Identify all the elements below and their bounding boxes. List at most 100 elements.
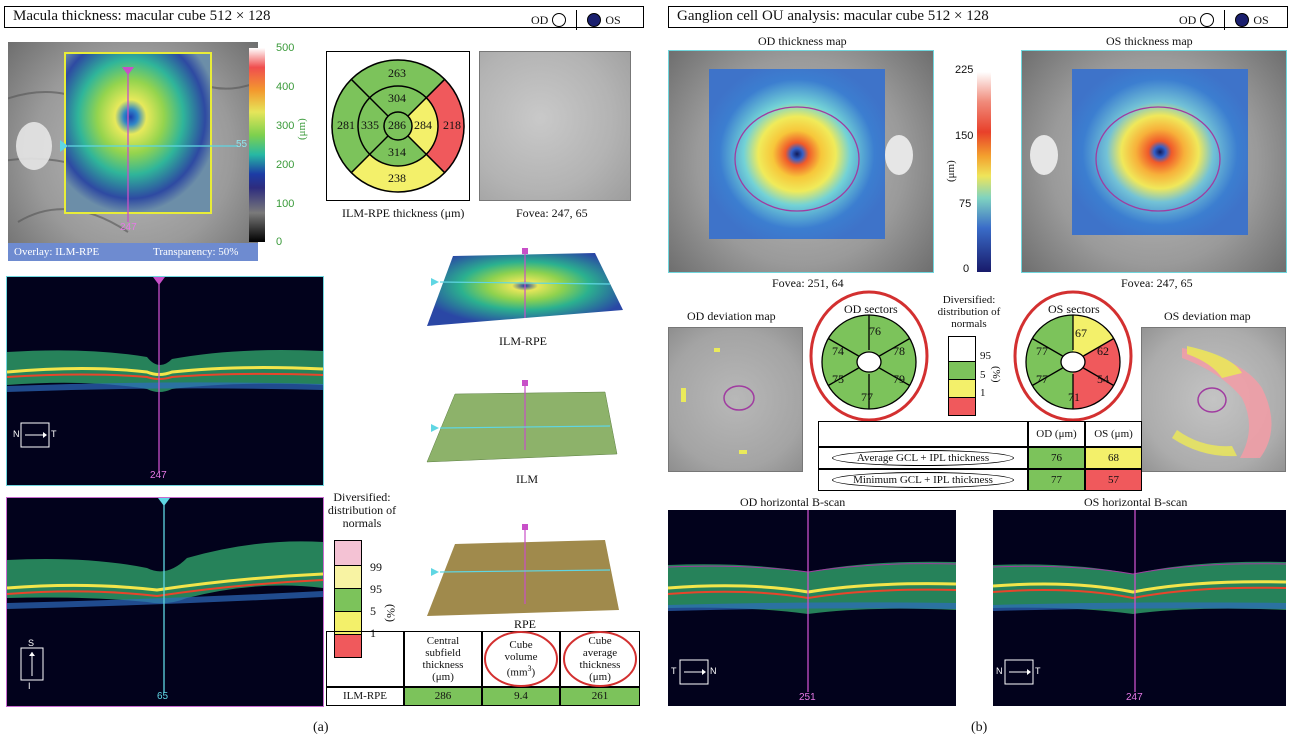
- os-sec-bottom: 71: [1068, 390, 1080, 404]
- normals-tick-95: 95: [370, 582, 382, 596]
- od-bscan-value: 251: [799, 692, 816, 703]
- gcl-table-corner: [818, 421, 1028, 447]
- od-radio-icon[interactable]: [552, 13, 567, 27]
- etdrs-inner-bottom: 314: [388, 145, 406, 159]
- bscan-vertical: S I 65: [6, 497, 324, 707]
- panel-a-header: Macula thickness: macular cube 512 × 128…: [4, 6, 644, 30]
- legend-pink: [335, 541, 361, 566]
- bscan2-i: I: [28, 681, 31, 691]
- od-label: OD: [531, 12, 549, 27]
- os-horizontal-bscan: N T 247: [993, 510, 1286, 706]
- table-a-header-empty: [326, 631, 404, 687]
- table-a-col1-text: Central subfield thickness (μm): [422, 635, 464, 683]
- divider-b: [1224, 10, 1226, 30]
- table-a-col1: Central subfield thickness (μm): [404, 631, 482, 687]
- os-sec-ul: 77: [1036, 344, 1048, 358]
- bscan2-value: 65: [157, 691, 169, 702]
- normals-tick-99: 99: [370, 560, 382, 574]
- gcl-row2-label-cell: Minimum GCL + IPL thickness: [818, 469, 1028, 491]
- od-radio-icon-b[interactable]: [1200, 13, 1215, 27]
- table-a-v2: 9.4: [482, 687, 560, 706]
- normals-b-tick-1: 1: [980, 387, 986, 399]
- etdrs-grid-box: 263 304 281 335 286 284 218 314 238: [326, 51, 470, 201]
- od-sec-ll: 75: [832, 372, 844, 386]
- gcl-tick-0: 0: [963, 263, 970, 275]
- os-bscan-image: [993, 510, 1286, 692]
- etdrs-grid: [331, 59, 465, 193]
- legend-b-yellow: [949, 380, 975, 398]
- table-a-col2-b: ): [531, 666, 536, 679]
- divider: [576, 10, 578, 30]
- gcl-r1-os: 68: [1085, 447, 1142, 469]
- cb-unit: (μm): [296, 118, 308, 140]
- bscan1-value: 247: [150, 470, 167, 481]
- bscan-vertical-image: [7, 498, 323, 693]
- gcl-col-od: OD (μm): [1028, 421, 1085, 447]
- gcl-unit: (μm): [945, 160, 957, 182]
- thickness-colorbar: [249, 48, 265, 242]
- os-bscan-value: 247: [1126, 692, 1143, 703]
- od-deviation-overlay: [681, 348, 755, 454]
- os-bscan-n: N: [996, 666, 1003, 676]
- os-sec-top: 67: [1075, 326, 1087, 340]
- summary-table-a: Central subfield thickness (μm) Cube vol…: [326, 631, 640, 706]
- legend-b-white: [949, 337, 975, 362]
- os-map-overlay: [1030, 69, 1248, 235]
- legend-lightyellow: [335, 566, 361, 589]
- gcl-colorbar: [977, 72, 991, 272]
- gcl-tick-150: 150: [955, 130, 974, 142]
- surface-ilm: [425, 380, 625, 468]
- surface-rpe: [425, 524, 625, 620]
- os-deviation-overlay: [1172, 346, 1272, 458]
- etdrs-outer-right: 218: [443, 118, 461, 132]
- os-radio-icon[interactable]: [587, 13, 602, 27]
- gcl-r2-od: 77: [1028, 469, 1085, 491]
- legend-b-red: [949, 398, 975, 415]
- fundus-h-value: 55: [236, 139, 248, 150]
- fovea-fundus-image: [479, 51, 631, 201]
- os-radio-icon-b[interactable]: [1235, 13, 1250, 27]
- surface-rpe-image: [427, 524, 619, 616]
- table-a-row-label: ILM-RPE: [326, 687, 404, 706]
- etdrs-caption: ILM-RPE thickness (μm): [342, 206, 465, 220]
- fundus-v-value: 247: [120, 222, 137, 233]
- cb-tick-100: 100: [276, 198, 295, 210]
- normals-b-tick-95: 95: [980, 350, 991, 362]
- od-map-overlay: [709, 69, 913, 239]
- od-sectors-title: OD sectors: [844, 302, 898, 316]
- normals-tick-1: 1: [370, 626, 376, 640]
- normals-tick-5: 5: [370, 604, 376, 618]
- os-label-b: OS: [1253, 12, 1269, 27]
- panel-b-eye-selector: OD OS: [1179, 10, 1269, 30]
- bscan1-t: T: [51, 429, 57, 439]
- panel-b-title: Ganglion cell OU analysis: macular cube …: [677, 8, 989, 24]
- normals-legend-a: [334, 540, 362, 658]
- os-sectors-chart: [1013, 290, 1133, 422]
- surface-ilm-label: ILM: [516, 472, 538, 486]
- gcl-table: OD (μm) OS (μm) Average GCL + IPL thickn…: [818, 421, 1142, 491]
- od-bscan-t: T: [671, 666, 677, 676]
- etdrs-inner-right: 284: [414, 118, 432, 132]
- table-a-col3-text: Cube average thickness (μm): [579, 635, 621, 683]
- table-a-col2-a: Cube volume (mm: [504, 639, 538, 679]
- od-thickness-map: [668, 50, 934, 273]
- panel-a-title: Macula thickness: macular cube 512 × 128: [13, 8, 271, 24]
- os-bscan-title: OS horizontal B-scan: [1084, 495, 1188, 509]
- etdrs-outer-bottom: 238: [388, 171, 406, 185]
- normals-b-unit: (%): [990, 366, 1002, 383]
- etdrs-inner-left: 335: [361, 118, 379, 132]
- od-sectors: OD sectors 76 74 78 75 79 77: [808, 290, 930, 422]
- od-sec-top: 76: [869, 324, 881, 338]
- surface-ilm-image: [426, 380, 618, 463]
- os-sec-lr: 54: [1097, 372, 1109, 386]
- table-a-col2-text: Cube volume (mm3): [496, 639, 546, 679]
- surface-ilm-rpe-image: [427, 248, 623, 326]
- bscan-horizontal: N T 247: [6, 276, 324, 486]
- gcl-tick-75: 75: [959, 198, 972, 210]
- cb-tick-300: 300: [276, 120, 295, 132]
- gcl-row2-label: Minimum GCL + IPL thickness: [832, 472, 1014, 488]
- gcl-r2-os: 57: [1085, 469, 1142, 491]
- os-fovea-caption: Fovea: 247, 65: [1121, 276, 1193, 290]
- transparency-text: Transparency: 50%: [153, 246, 239, 258]
- panel-a-caption: (a): [313, 720, 329, 735]
